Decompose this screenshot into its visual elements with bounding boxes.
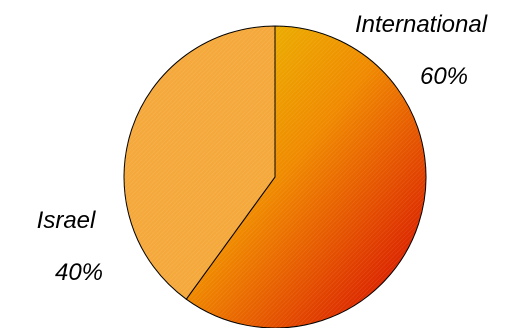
slice-label-international: International — [355, 11, 488, 38]
slice-value-international: 60% — [420, 63, 468, 90]
slice-value-israel: 40% — [55, 259, 103, 286]
slice-label-israel: Israel — [37, 207, 96, 234]
pie-slice-international-texture — [186, 26, 426, 328]
pie-slice-israel-texture — [124, 26, 275, 300]
